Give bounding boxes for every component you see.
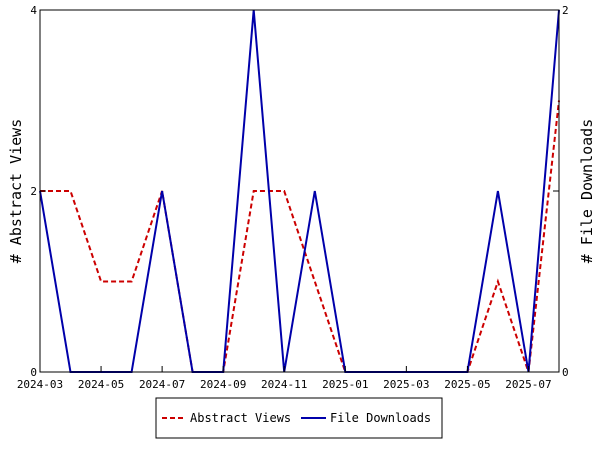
x-tick-label: 2024-09 [200,378,246,391]
series-line-abstract-views [40,100,560,373]
y-right-tick-label: 0 [562,366,569,379]
chart-marks [39,9,560,373]
y-right-tick-label: 2 [562,4,569,17]
x-tick-label: 2025-07 [505,378,551,391]
y-left-tick-label: 4 [30,4,37,17]
legend-label-file-downloads: File Downloads [330,411,431,425]
x-tick-label: 2024-07 [139,378,185,391]
y-axis-left-title: # Abstract Views [7,119,25,264]
legend-box [155,397,443,439]
x-tick-label: 2024-05 [78,378,124,391]
x-axis: 2024-03 2024-05 2024-07 2024-09 2024-11 2025-… [17,366,552,391]
series-line-file-downloads [39,9,560,373]
legend: Abstract Views File Downloads [155,397,443,439]
y-axis-left: 0 2 4 [30,4,46,379]
y-axis-right-title: # File Downloads [578,119,596,264]
y-axis-right: 02 [553,4,569,379]
plot-area-frame [39,9,560,373]
x-tick-label: 2025-03 [383,378,429,391]
legend-label-abstract-views: Abstract Views [190,411,291,425]
x-tick-label: 2024-03 [17,378,63,391]
x-tick-label: 2025-05 [444,378,490,391]
x-tick-label: 2024-11 [261,378,307,391]
y-left-tick-label: 0 [30,366,37,379]
y-left-tick-label: 2 [30,185,37,198]
x-tick-label: 2025-01 [322,378,368,391]
